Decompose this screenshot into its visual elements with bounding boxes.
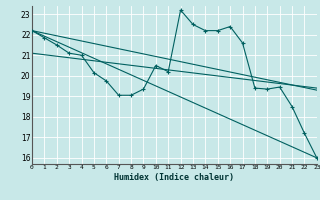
X-axis label: Humidex (Indice chaleur): Humidex (Indice chaleur) xyxy=(115,173,234,182)
